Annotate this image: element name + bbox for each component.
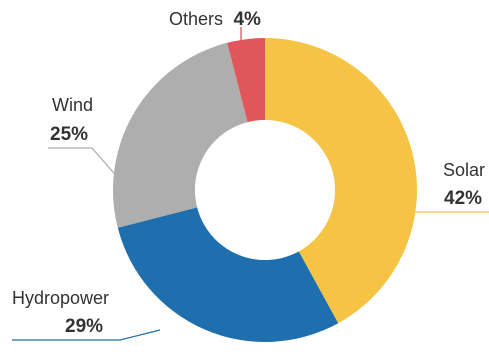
label-wind: Wind 25% <box>48 95 121 181</box>
slice-hydropower <box>117 207 339 342</box>
donut-slices <box>112 38 417 342</box>
slice-label-hydropower: Hydropower <box>12 288 109 308</box>
donut-hole <box>195 120 335 260</box>
leader-line-wind <box>48 147 121 181</box>
slice-solar <box>265 38 417 324</box>
slice-label-wind: Wind <box>52 95 93 115</box>
slice-others <box>227 38 265 123</box>
label-others-text: Others 4% <box>169 9 261 30</box>
slice-label-others: Others <box>169 9 223 29</box>
slice-value-others: 4% <box>233 9 261 30</box>
slice-label-solar: Solar <box>443 160 485 180</box>
label-solar: Solar 42% <box>408 160 489 213</box>
slice-value-wind: 25% <box>50 124 88 145</box>
slice-value-hydropower: 29% <box>65 316 103 337</box>
slice-value-solar: 42% <box>444 188 482 209</box>
label-hydropower: Hydropower 29% <box>12 288 161 341</box>
label-others: Others 4% <box>169 9 261 47</box>
leader-line-hydropower <box>12 329 161 341</box>
slice-wind <box>112 42 248 228</box>
